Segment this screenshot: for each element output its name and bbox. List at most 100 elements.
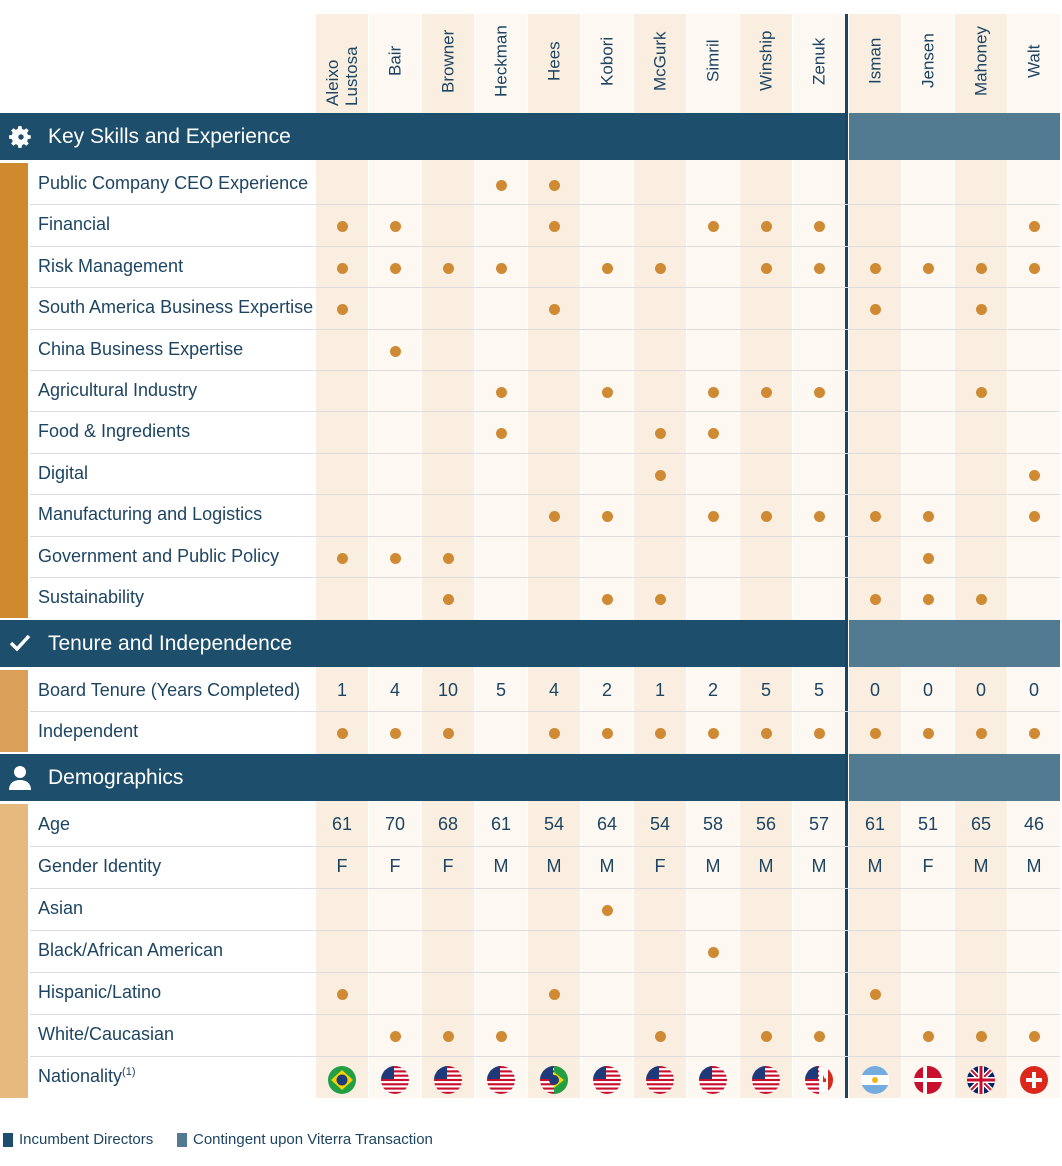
row-rule [30,328,1060,330]
row-label: Sustainability [38,587,145,607]
row-rule [30,577,1060,578]
dot [761,511,772,523]
column-bg [1008,14,1060,1098]
row-rule [30,370,1060,371]
section-icon [8,765,32,796]
dot [390,1031,401,1042]
row-label: Government and Public Policy [38,545,280,566]
dot [814,511,825,523]
dot [1029,262,1040,274]
row-rule [30,287,1060,289]
column-bg [475,14,527,1098]
dot [655,469,666,481]
cell-value: F [389,856,401,876]
dot [443,262,454,274]
cell-value: F [922,856,934,876]
cell-value: F [336,856,348,876]
cell-value: 4 [548,680,559,700]
cell-value: M [811,856,827,876]
director-name: Kobori [597,36,617,86]
row-label: Asian [38,898,84,918]
director-name: Walt [1024,44,1044,78]
row-label: China Business Expertise [38,338,244,359]
row-label: Black/African American [38,940,224,960]
column-bg [687,14,739,1098]
row-label: Hispanic/Latino [38,982,162,1002]
cell-value: 1 [336,680,347,700]
row-label: South America Business Expertise [38,297,314,318]
cell-value: 54 [543,814,565,834]
row-rule [30,411,1060,413]
cell-value: 10 [437,680,459,700]
cell-value: 0 [869,680,880,700]
flag [699,1066,727,1099]
dot [814,262,825,274]
dot [549,989,560,1000]
section-title: Demographics [48,766,184,789]
dot [549,511,560,523]
director-name: Aleixo Lustosa [323,46,361,106]
dot [761,1031,772,1042]
cell-value: 46 [1023,814,1045,834]
row-label: Risk Management [38,255,184,276]
flag [752,1066,780,1099]
dot [708,387,719,398]
dot [602,262,613,274]
section-strip [0,163,28,619]
row-label: Public Company CEO Experience [38,173,309,193]
flag [593,1066,621,1099]
row-label: Manufacturing and Logistics [38,504,263,525]
director-name: Bair [385,45,405,77]
director-name: Mahoney [971,26,991,96]
dot [870,989,881,1000]
director-name: Simril [703,39,723,83]
dot [655,428,666,440]
cell-value: 70 [384,814,406,834]
section-header [0,754,845,801]
dot [390,728,401,739]
column-bg [528,14,580,1098]
row-label: Gender Identity [38,856,162,876]
cell-value: 5 [813,680,824,700]
row-rule [30,930,1060,931]
cell-value: 61 [490,814,512,834]
dot [976,387,987,398]
section-header-contingent [849,113,1060,160]
cell-value: 64 [596,814,618,834]
cell-value: M [493,856,509,876]
legend-label: Contingent upon Viterra Transaction [193,1131,433,1148]
dot [1029,511,1040,523]
dot [976,1031,987,1042]
section-header [0,620,845,667]
dot [923,728,934,739]
director-name: McGurk [650,31,670,91]
column-bg [581,14,633,1098]
row-label: Financial [38,214,111,235]
row-label: Board Tenure (Years Completed) [38,680,301,700]
cell-value: 0 [922,680,933,700]
row-rule [30,452,1060,454]
dot [496,262,507,274]
row-rule [30,245,1060,247]
dot [761,728,772,739]
cell-value: M [867,856,883,876]
dot [1029,221,1040,233]
section-header-contingent [849,620,1060,667]
column-bg [793,14,845,1098]
dot [337,989,348,1000]
legend-item: Contingent upon Viterra Transaction [177,1131,433,1148]
director-name: Winship [756,30,776,92]
director-name: Browner [438,29,458,93]
dot [870,594,881,605]
dot [549,728,560,739]
dot [602,594,613,605]
section-icon [8,631,32,660]
dot [976,728,987,739]
dot [443,552,454,564]
flag [487,1066,515,1099]
dot [1029,469,1040,481]
dot [976,304,987,316]
section-header-contingent [849,754,1060,801]
dot [337,262,348,274]
